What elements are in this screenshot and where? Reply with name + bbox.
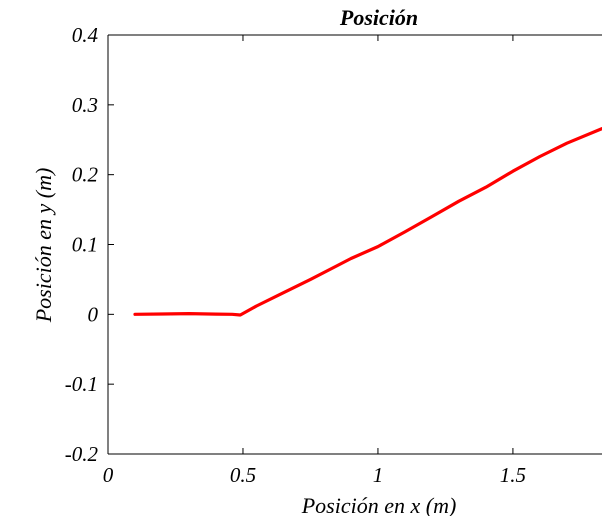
x-tick-label: 1 (373, 463, 384, 487)
plot-area (133, 127, 602, 317)
y-tick-label: 0.2 (72, 163, 99, 187)
chart-title: Posición (339, 5, 418, 30)
y-tick-label: -0.1 (65, 372, 98, 396)
axes (107, 34, 602, 455)
x-tick-label: 1.5 (500, 463, 526, 487)
series-line (133, 127, 602, 317)
x-axis-label: Posición en x (m) (301, 493, 457, 516)
y-tick-label: -0.2 (65, 442, 99, 466)
y-tick-label: 0 (88, 302, 99, 326)
y-tick-label: 0.1 (72, 233, 98, 257)
x-tick-label: 0 (103, 463, 114, 487)
y-tick-label: 0.4 (72, 23, 99, 47)
y-tick-label: 0.3 (72, 93, 98, 117)
tick-labels: 0 0.5 1 1.5 -0.2 -0.1 0 0.1 0.2 0.3 0.4 (65, 23, 526, 487)
x-tick-label: 0.5 (230, 463, 256, 487)
y-axis-label: Posición en y (m) (31, 168, 56, 324)
